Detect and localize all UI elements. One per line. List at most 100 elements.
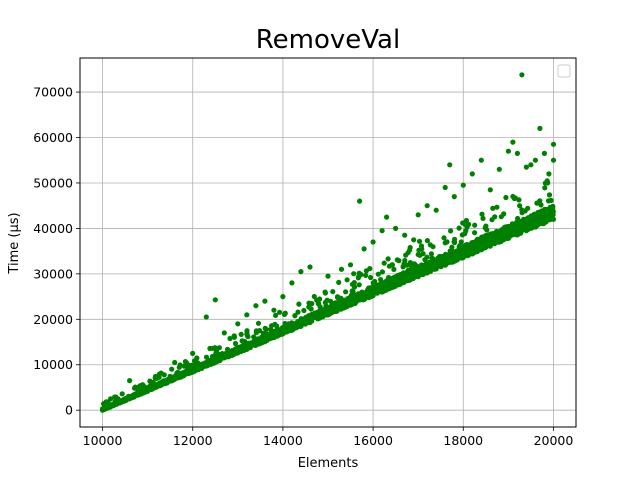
scatter-point — [238, 331, 244, 337]
scatter-point — [510, 139, 516, 145]
scatter-point — [449, 249, 455, 255]
scatter-point — [537, 125, 543, 131]
scatter-point — [487, 243, 493, 249]
plot-frame — [79, 57, 577, 428]
scatter-point — [357, 198, 363, 204]
scatter-point — [271, 307, 277, 313]
data-points — [99, 72, 557, 413]
scatter-point — [316, 315, 322, 321]
scatter-point — [416, 238, 423, 244]
scatter-point — [497, 229, 503, 235]
scatter-point — [131, 385, 138, 391]
scatter-point — [235, 350, 241, 356]
scatter-point — [340, 299, 346, 305]
scatter-point — [301, 307, 307, 314]
scatter-point — [528, 213, 534, 219]
scatter-point — [532, 224, 539, 230]
scatter-point — [406, 277, 412, 283]
scatter-point — [442, 262, 448, 268]
scatter-point — [407, 244, 413, 251]
y-tick-label: 30000 — [33, 266, 73, 281]
scatter-point — [277, 309, 283, 315]
scatter-point — [411, 237, 417, 243]
scatter-point — [469, 171, 475, 177]
scatter-point — [262, 325, 268, 331]
scatter-point — [381, 260, 387, 266]
scatter-point — [334, 308, 340, 314]
scatter-point — [550, 141, 557, 147]
scatter-point — [322, 299, 328, 306]
scatter-point — [338, 266, 345, 272]
scatter-point — [183, 360, 190, 366]
scatter-point — [393, 225, 399, 231]
scatter-point — [384, 214, 390, 220]
scatter-point — [405, 250, 411, 256]
scatter-point — [181, 373, 187, 379]
scatter-point — [296, 301, 302, 307]
scatter-point — [231, 333, 237, 339]
scatter-point — [352, 300, 358, 306]
scatter-point — [422, 257, 428, 263]
scatter-point — [140, 390, 146, 396]
scatter-point — [451, 194, 457, 200]
scatter-point — [351, 271, 357, 277]
scatter-point — [415, 212, 421, 218]
scatter-point — [161, 372, 167, 378]
scatter-point — [253, 338, 259, 344]
scatter-point — [191, 358, 198, 364]
scatter-point — [289, 327, 295, 333]
scatter-point — [416, 247, 422, 253]
scatter-point — [388, 285, 394, 291]
scatter-point — [407, 260, 413, 266]
scatter-point — [286, 322, 292, 328]
scatter-point — [514, 150, 521, 156]
legend-box — [557, 64, 571, 78]
scatter-point — [522, 208, 528, 214]
scatter-point — [307, 264, 313, 270]
scatter-point — [402, 232, 408, 238]
scatter-point — [446, 254, 453, 260]
scatter-point — [394, 257, 400, 263]
scatter-point — [413, 270, 419, 276]
scatter-point — [459, 232, 465, 238]
scatter-point — [480, 241, 486, 247]
scatter-point — [113, 401, 119, 407]
scatter-point — [136, 392, 142, 398]
scatter-point — [163, 380, 169, 386]
scatter-point — [122, 398, 128, 404]
scatter-point — [282, 310, 288, 316]
scatter-point — [433, 207, 439, 213]
scatter-point — [401, 261, 407, 267]
scatter-point — [469, 251, 475, 257]
scatter-point — [389, 262, 395, 268]
scatter-point — [503, 226, 509, 232]
scatter-point — [541, 220, 548, 226]
scatter-point — [479, 211, 485, 217]
scatter-point — [190, 350, 196, 356]
scatter-point — [415, 251, 421, 258]
scatter-point — [208, 361, 214, 367]
scatter-point — [109, 403, 115, 409]
scatter-point — [379, 228, 385, 234]
scatter-point — [112, 394, 118, 400]
scatter-point — [321, 311, 327, 317]
scatter-point — [487, 187, 493, 193]
scatter-point — [375, 271, 381, 277]
scatter-point — [447, 162, 453, 168]
scatter-point — [260, 330, 266, 336]
scatter-point — [431, 261, 438, 267]
scatter-point — [505, 235, 511, 241]
scatter-point — [535, 216, 541, 222]
scatter-point — [373, 287, 379, 293]
scatter-point — [262, 298, 268, 304]
scatter-point — [505, 148, 511, 154]
scatter-point — [347, 297, 353, 303]
scatter-point — [391, 266, 397, 272]
scatter-point — [517, 203, 523, 209]
scatter-point — [235, 321, 241, 327]
x-tick-label: 20000 — [534, 433, 574, 448]
scatter-point — [213, 349, 219, 355]
scatter-point — [483, 223, 489, 229]
scatter-point — [474, 248, 480, 255]
scatter-point — [546, 171, 552, 177]
